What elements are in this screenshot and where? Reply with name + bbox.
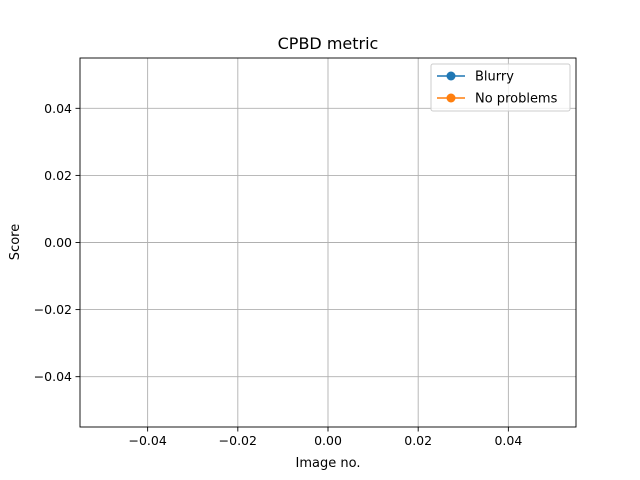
y-tick-label: −0.02 bbox=[34, 302, 72, 317]
y-tick-label: 0.00 bbox=[44, 235, 72, 250]
y-tick-label: −0.04 bbox=[34, 369, 72, 384]
legend-marker-no-problems bbox=[446, 93, 456, 103]
x-tick-label: −0.04 bbox=[128, 433, 166, 448]
x-axis-label: Image no. bbox=[296, 456, 361, 471]
y-tick-label: 0.04 bbox=[44, 101, 72, 116]
legend-marker-blurry bbox=[446, 71, 456, 81]
x-tick-label: 0.04 bbox=[494, 433, 522, 448]
legend-label-no-problems: No problems bbox=[475, 92, 558, 107]
x-tick-label: −0.02 bbox=[219, 433, 257, 448]
legend-box bbox=[430, 63, 571, 112]
x-tick-label: 0.00 bbox=[314, 433, 342, 448]
legend: Blurry No problems bbox=[430, 63, 571, 112]
x-axis-ticks: −0.04 −0.02 0.00 0.02 0.04 bbox=[128, 427, 522, 448]
legend-label-blurry: Blurry bbox=[475, 70, 514, 85]
y-tick-label: 0.02 bbox=[44, 168, 72, 183]
y-axis-ticks: −0.04 −0.02 0.00 0.02 0.04 bbox=[34, 101, 80, 384]
chart-title: CPBD metric bbox=[278, 34, 379, 53]
x-tick-label: 0.02 bbox=[404, 433, 432, 448]
y-axis-label: Score bbox=[8, 224, 23, 260]
